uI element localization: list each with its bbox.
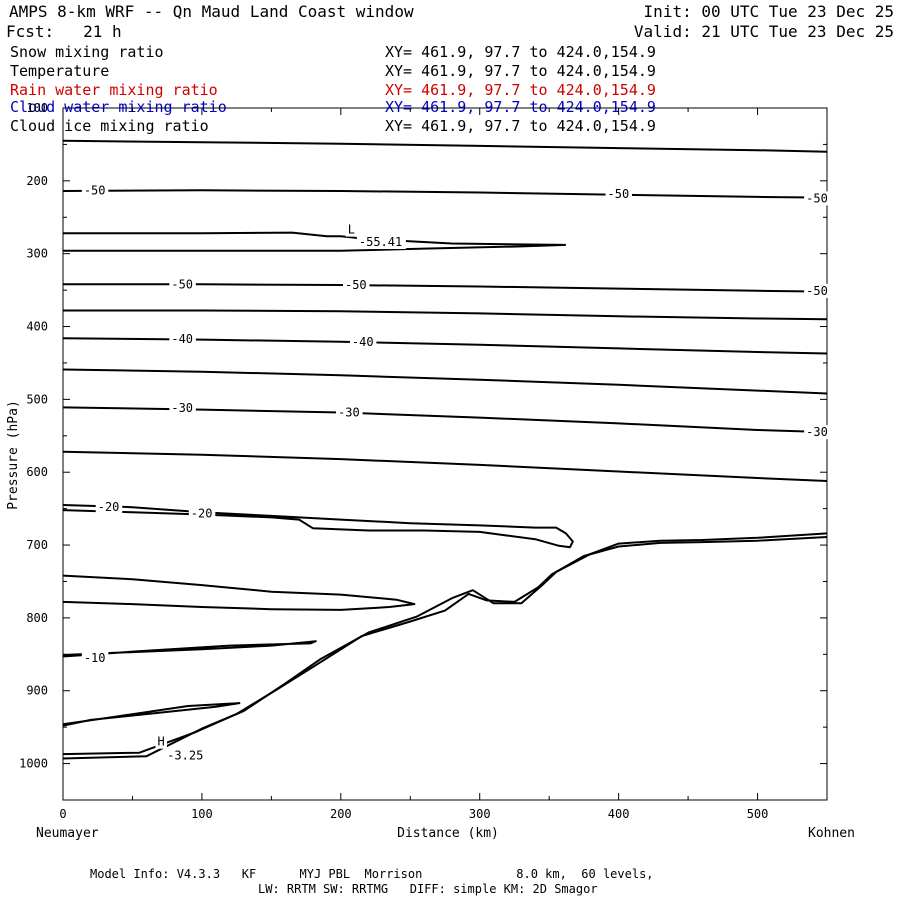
isotherm-line	[62, 139, 828, 153]
init-time: Init: 00 UTC Tue 23 Dec 25	[643, 2, 894, 21]
legend-xy-cloud-ice: XY= 461.9, 97.7 to 424.0,154.9	[385, 117, 656, 135]
isotherm-line	[63, 309, 828, 321]
contour-label-bg	[95, 500, 123, 515]
isotherm-line	[62, 337, 828, 355]
isotherm-line	[62, 536, 828, 756]
contour-label: L	[348, 223, 355, 237]
y-tick-label: 700	[26, 538, 48, 552]
y-tick-label: 400	[26, 320, 48, 334]
contour-label-bg	[188, 506, 216, 521]
contour-label-bg	[81, 183, 109, 198]
legend-xy-cloud-water: XY= 461.9, 97.7 to 424.0,154.9	[385, 98, 656, 116]
contour-label-bg	[356, 235, 406, 250]
x-tick-label: 100	[191, 807, 213, 821]
contour-label: -20	[98, 500, 120, 514]
isotherm-line	[62, 574, 416, 611]
contour-label-bg	[804, 425, 831, 440]
isotherm-line	[62, 450, 828, 482]
contour-label: H	[157, 735, 164, 749]
contour-label: -50	[806, 191, 828, 205]
x-axis-title: Distance (km)	[397, 826, 499, 841]
contour-label-bg	[349, 334, 377, 349]
isotherm-line	[62, 640, 317, 658]
contour-label-bg	[342, 278, 370, 293]
x-tick-label: 300	[469, 807, 491, 821]
legend-label-temperature: Temperature	[10, 62, 110, 80]
x-tick-label: 400	[608, 807, 630, 821]
contour-label: -50	[84, 183, 106, 197]
contour-label: -10	[84, 651, 106, 665]
contour-label-bg	[345, 222, 358, 237]
x-left-label: Neumayer	[36, 826, 99, 841]
contour-label: -30	[806, 425, 828, 439]
contour-label: -30	[171, 401, 193, 415]
legend-xy-snow: XY= 461.9, 97.7 to 424.0,154.9	[385, 43, 656, 61]
contour-label: -55.41	[359, 235, 402, 249]
isotherm-line	[62, 532, 828, 760]
contour-label-bg	[804, 283, 831, 298]
legend-label-cloud-water: Cloud water mixing ratio	[10, 98, 227, 116]
chart-title: AMPS 8-km WRF -- Qn Maud Land Coast wind…	[9, 2, 414, 21]
contour-label: -40	[352, 335, 374, 349]
contour-label-bg	[81, 650, 109, 665]
legend-xy-rain: XY= 461.9, 97.7 to 424.0,154.9	[385, 81, 656, 99]
isotherm-line	[62, 504, 574, 549]
isotherm-line	[63, 243, 566, 252]
x-right-label: Kohnen	[808, 826, 855, 841]
plot-frame	[62, 107, 828, 801]
contour-label-bg	[165, 748, 207, 763]
isotherm-line	[62, 368, 828, 395]
contour-label-bg	[336, 405, 363, 420]
y-tick-label: 800	[26, 611, 48, 625]
isotherm-line	[63, 231, 564, 246]
legend-label-cloud-ice: Cloud ice mixing ratio	[10, 117, 209, 135]
x-tick-label: 0	[59, 807, 66, 821]
forecast-hour: Fcst: 21 h	[6, 22, 122, 41]
legend-xy-temperature: XY= 461.9, 97.7 to 424.0,154.9	[385, 62, 656, 80]
model-info: Model Info: V4.3.3 KF MYJ PBL Morrison 8…	[90, 867, 654, 881]
contour-label-bg	[169, 277, 196, 292]
y-tick-label: 600	[26, 465, 48, 479]
isotherm-line	[63, 283, 828, 293]
contour-label: -50	[345, 278, 367, 292]
y-tick-label: 300	[26, 247, 48, 261]
y-tick-label: 500	[26, 392, 48, 406]
contour-label: -3.25	[167, 749, 203, 763]
legend-label-snow: Snow mixing ratio	[10, 43, 164, 61]
legend-label-rain: Rain water mixing ratio	[10, 81, 218, 99]
contour-label: -40	[171, 332, 193, 346]
contour-label: -50	[608, 187, 630, 201]
contour-label: -30	[338, 405, 360, 419]
y-axis-title: Pressure (hPa)	[6, 400, 21, 510]
isotherm-line	[62, 406, 828, 434]
isotherm-line	[62, 189, 828, 199]
y-tick-label: 100	[26, 101, 48, 115]
contour-label: -50	[806, 284, 828, 298]
y-tick-label: 1000	[19, 757, 48, 771]
contour-label-bg	[804, 191, 831, 206]
contour-label: -20	[191, 507, 213, 521]
model-physics: LW: RRTM SW: RRTMG DIFF: simple KM: 2D S…	[258, 882, 598, 896]
valid-time: Valid: 21 UTC Tue 23 Dec 25	[633, 22, 894, 41]
y-tick-label: 200	[26, 174, 48, 188]
contour-label: -50	[171, 277, 193, 291]
contour-label-bg	[169, 401, 196, 416]
contour-label-bg	[605, 186, 633, 201]
isotherm-line	[62, 702, 241, 727]
contour-label-bg	[155, 734, 167, 749]
x-tick-label: 500	[747, 807, 769, 821]
y-tick-label: 900	[26, 684, 48, 698]
contour-label-bg	[169, 331, 196, 346]
x-tick-label: 200	[330, 807, 352, 821]
